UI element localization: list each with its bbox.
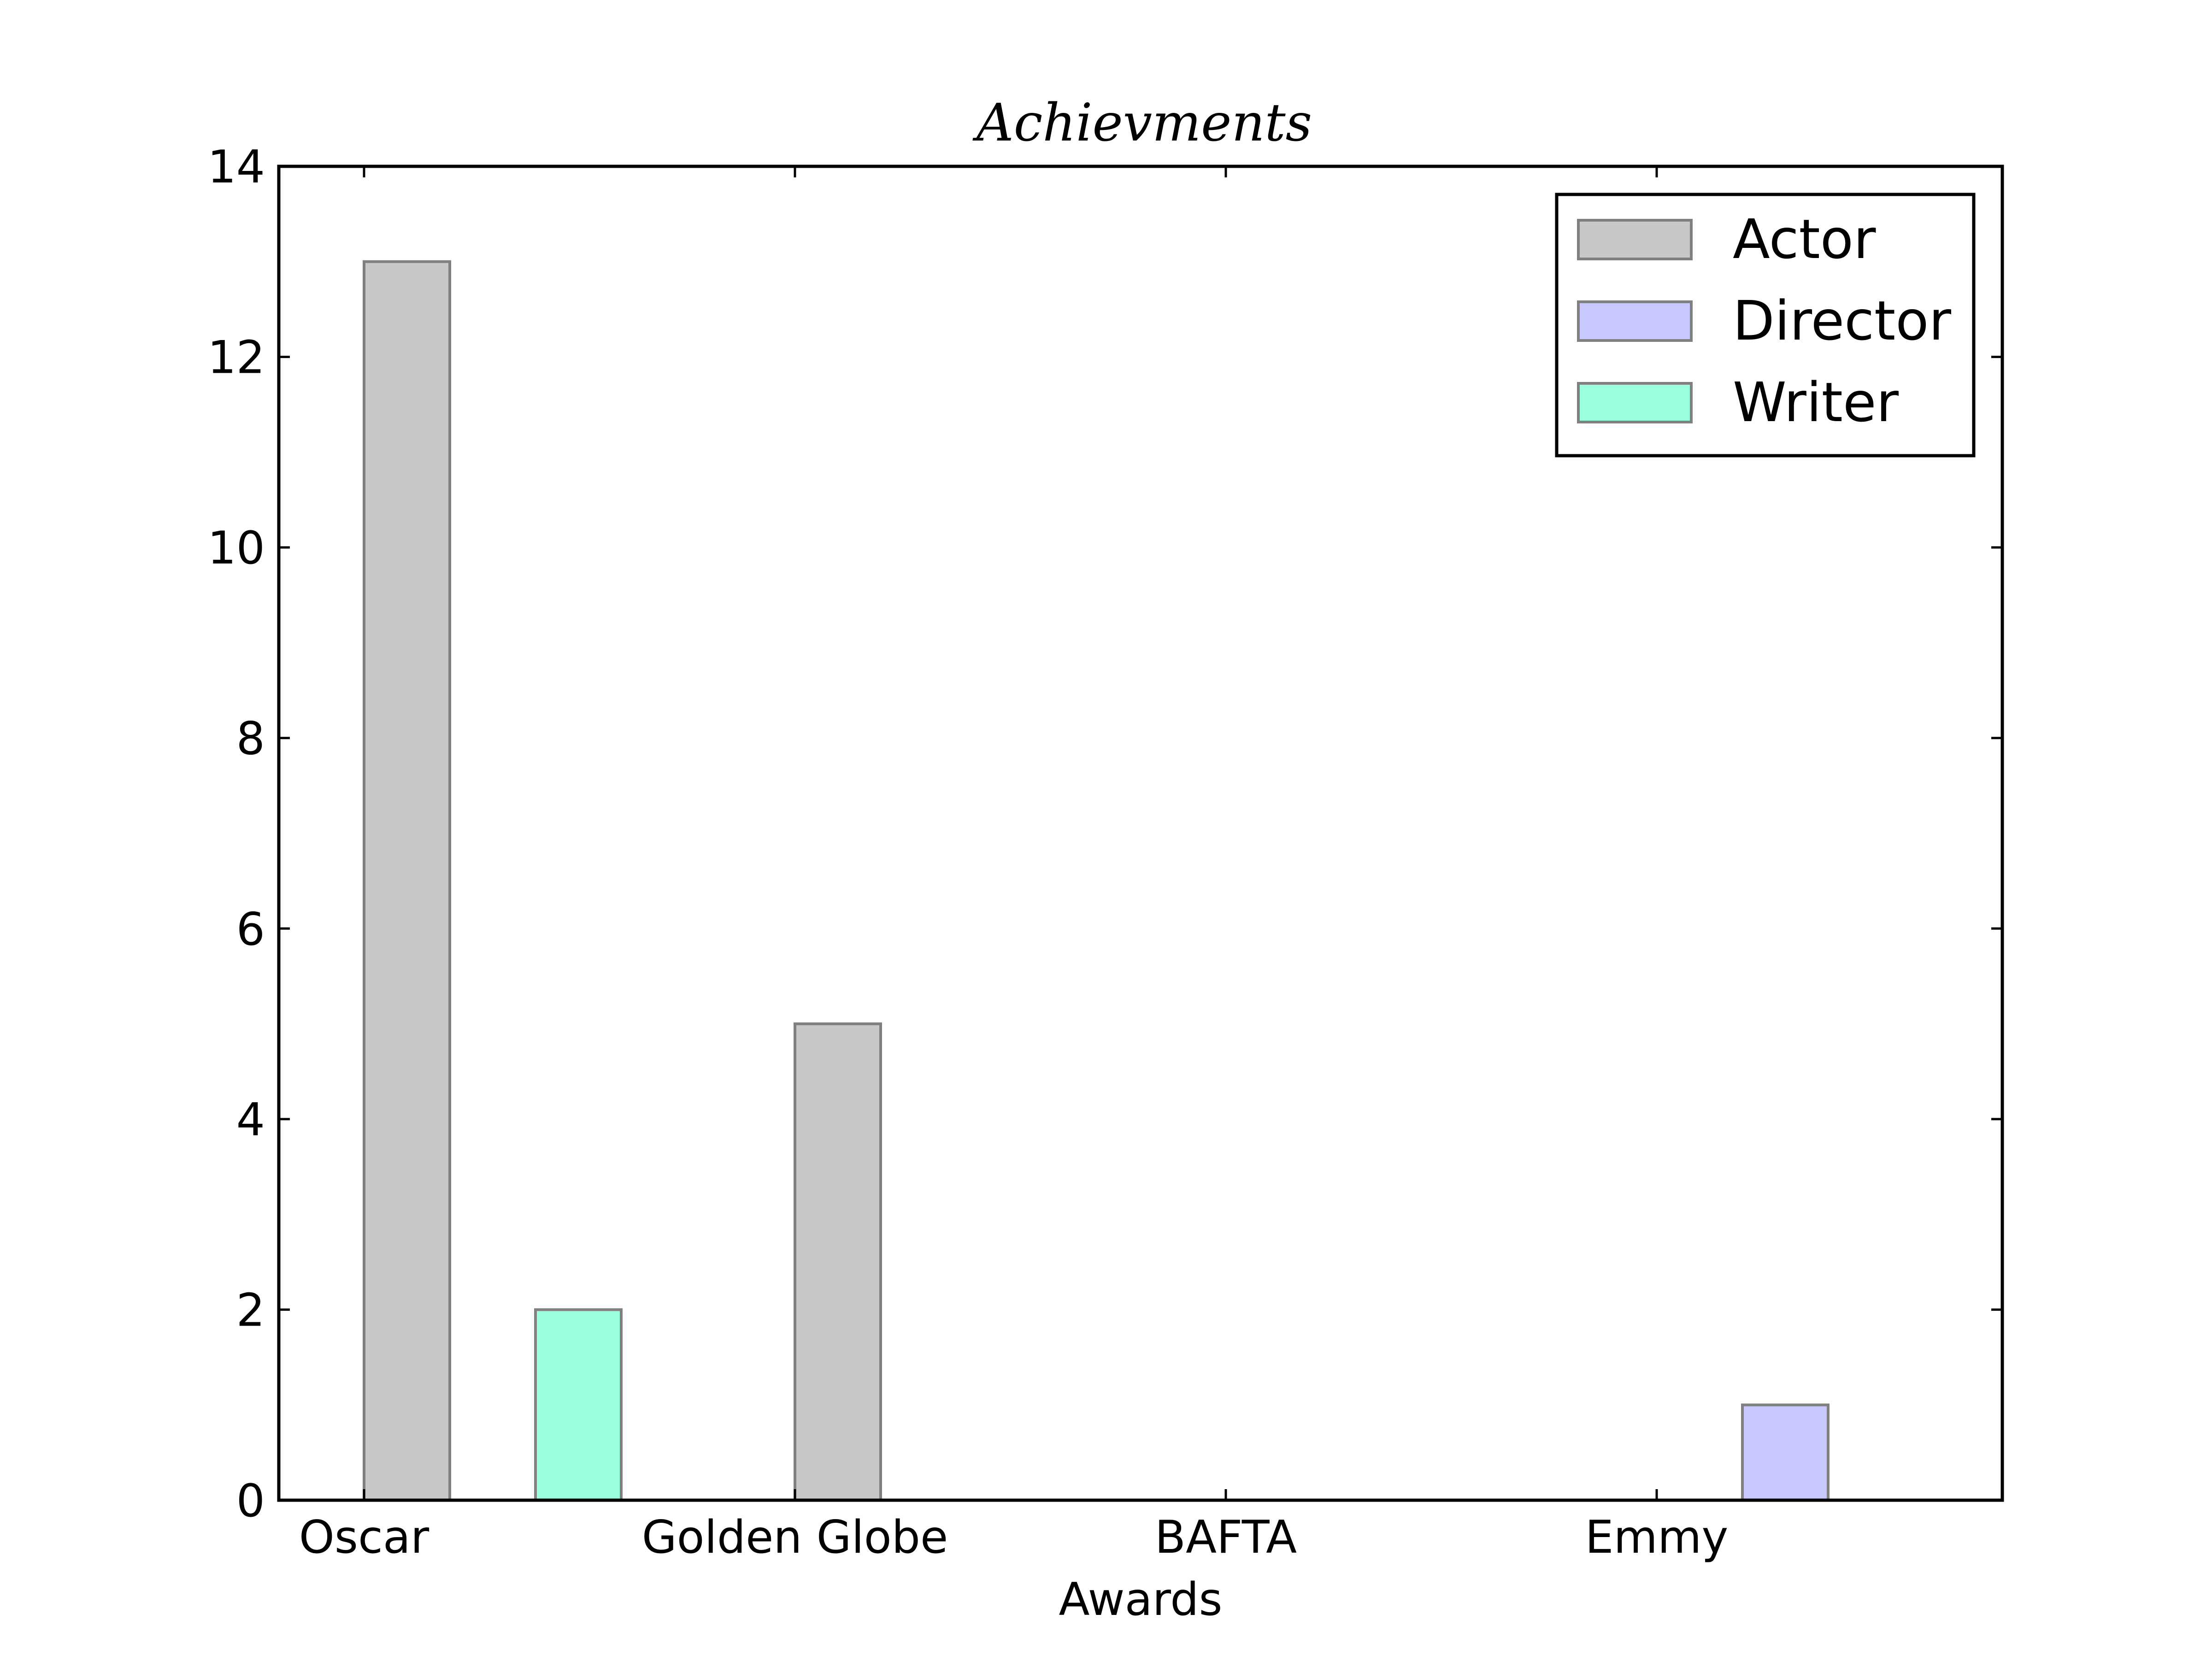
bars-layer [363,260,1830,1502]
y-tick-label: 2 [236,1284,265,1337]
bar-actor-oscar [363,260,451,1502]
bar-actor-golden-globe [794,1022,882,1502]
legend-label-writer: Writer [1733,370,1899,434]
x-tick-label: Golden Globe [642,1511,948,1564]
ticks-layer: 0 2 4 6 8 10 12 14 Oscar Golden Globe BAFTA Emmy [207,141,2002,1564]
y-tick-label: 6 [236,903,265,956]
y-tick-label: 10 [207,522,265,575]
y-tick-label: 14 [207,141,265,194]
legend-entries: Actor Director Writer [1577,207,1952,434]
y-tick-label: 12 [207,332,265,384]
legend-label-director: Director [1733,289,1952,352]
bar-writer-oscar [534,1308,623,1502]
x-tick-label: Emmy [1585,1511,1729,1564]
x-tick-label: BAFTA [1155,1511,1297,1564]
bar-director-emmy [1741,1403,1830,1502]
x-axis-label: Awards [1059,1573,1222,1626]
y-tick-label: 0 [236,1475,265,1527]
legend-label-actor: Actor [1733,207,1876,271]
legend-swatch-actor [1577,219,1693,260]
legend-swatch-writer [1577,382,1693,423]
legend: Actor Director Writer [1555,193,1976,458]
x-tick-label: Oscar [299,1511,429,1564]
axes-layer [277,164,2004,1502]
legend-swatch-director [1577,300,1693,342]
plot-frame [277,164,2004,1502]
y-tick-label: 8 [236,713,265,765]
y-tick-label: 4 [236,1094,265,1146]
chart-title: Achievments [972,93,1312,153]
